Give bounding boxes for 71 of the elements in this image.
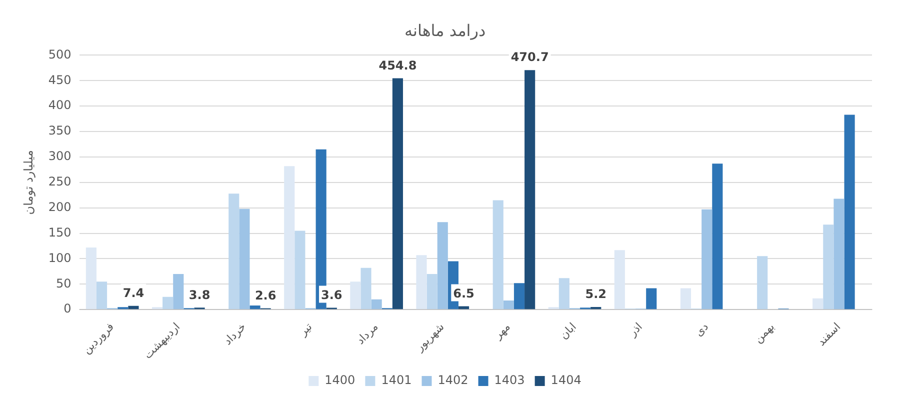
bar	[503, 300, 514, 310]
bar	[228, 194, 240, 310]
data-label: 454.8	[378, 58, 417, 72]
bar	[614, 250, 625, 310]
x-tick-label: دی	[692, 320, 712, 339]
x-tick-label: ابان	[557, 320, 579, 342]
y-tick-label: 400	[48, 98, 72, 112]
y-tick-label: 250	[48, 174, 72, 189]
y-tick-label: 100	[48, 250, 72, 265]
data-label: 3.8	[188, 288, 210, 302]
bar	[416, 255, 427, 310]
x-tick-label: تیر	[296, 320, 315, 339]
data-label: 2.6	[254, 288, 276, 302]
bar	[250, 306, 260, 310]
x-tick-label: فروردین	[80, 320, 116, 356]
bar	[162, 296, 174, 310]
bar	[844, 114, 855, 310]
bar	[360, 268, 372, 310]
y-axis-title: میلیارد تومان	[21, 150, 36, 215]
bar	[96, 282, 108, 310]
bar	[284, 166, 295, 310]
y-tick-label: 500	[48, 47, 72, 62]
legend-label: 1402	[438, 373, 468, 388]
bar	[371, 299, 382, 310]
x-tick-label: مرداد	[354, 320, 381, 347]
bar	[392, 78, 403, 310]
x-tick-label: بهمن	[752, 320, 778, 346]
bar	[350, 282, 361, 310]
y-tick-label: 0	[64, 302, 72, 316]
data-label: 3.6	[321, 288, 342, 302]
bar	[514, 283, 525, 310]
bar	[294, 230, 306, 310]
x-tick-label: شهریور	[412, 320, 447, 354]
bar	[558, 278, 570, 310]
bar	[437, 222, 448, 310]
bar	[757, 256, 768, 310]
bar	[812, 298, 824, 310]
data-label: 470.7	[510, 50, 549, 64]
bar	[590, 306, 602, 310]
bar	[239, 208, 250, 310]
bar	[86, 248, 96, 310]
x-tick-label: خرداد	[221, 320, 249, 348]
y-tick-label: 450	[48, 72, 72, 87]
bar	[834, 198, 844, 310]
y-tick-label: 300	[48, 149, 72, 164]
x-tick-label: مهر	[490, 320, 513, 342]
y-tick-label: 350	[48, 124, 72, 138]
bar	[128, 306, 139, 310]
x-tick-label: اذر	[626, 320, 645, 340]
y-tick-label: 200	[48, 200, 72, 214]
x-tick-label: اردیبهشت	[141, 320, 183, 362]
data-label: 6.5	[453, 286, 474, 300]
data-label: 7.4	[122, 286, 144, 300]
bar	[680, 288, 691, 310]
y-tick-label: 50	[56, 276, 72, 290]
bar	[702, 209, 712, 310]
data-label: 5.2	[585, 287, 607, 302]
bar	[492, 200, 504, 310]
y-tick-label: 150	[48, 225, 72, 240]
chart-title: درامد ماهانه	[404, 20, 486, 40]
bar	[712, 164, 723, 310]
legend-label: 1401	[381, 373, 412, 388]
legend-label: 1400	[324, 373, 356, 388]
bar	[823, 224, 834, 310]
x-tick-label: اسفند	[814, 320, 844, 348]
bar	[173, 274, 184, 310]
legend-label: 1403	[494, 373, 525, 388]
bar	[524, 70, 536, 310]
legend-label: 1404	[550, 373, 582, 388]
bar	[646, 288, 657, 310]
bar	[426, 274, 438, 310]
